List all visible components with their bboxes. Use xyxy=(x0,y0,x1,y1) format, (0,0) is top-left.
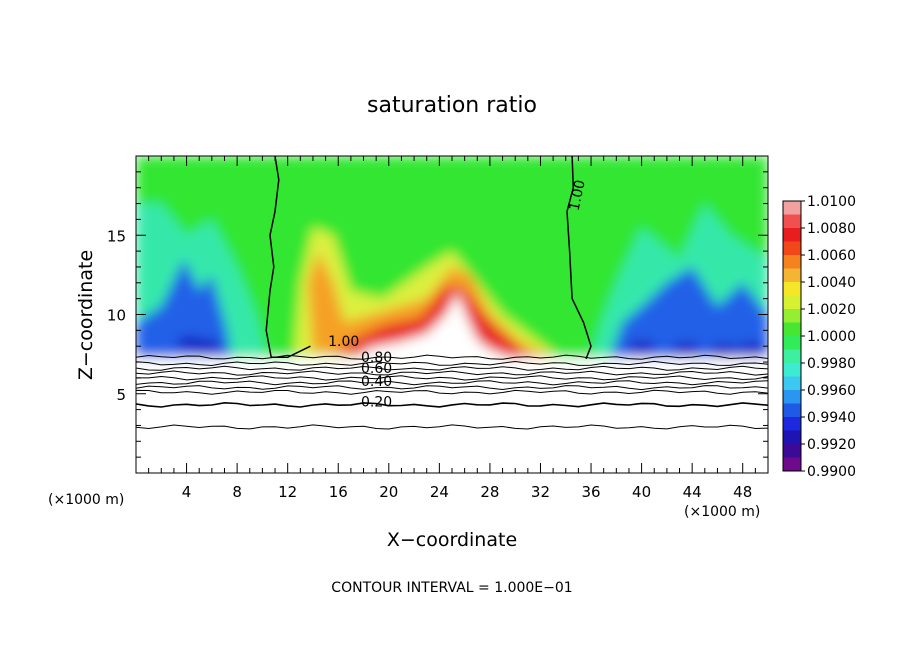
colorbar-segment xyxy=(783,403,801,418)
contour-line-horizontal xyxy=(136,401,768,408)
colorbar-segment xyxy=(783,417,801,431)
contour-line-1-00 xyxy=(265,156,311,359)
x-tick-label: 44 xyxy=(683,483,702,501)
contour-line-horizontal xyxy=(136,380,768,386)
colorbar-label: 1.0060 xyxy=(807,248,856,264)
fill-below-base xyxy=(136,357,768,473)
y-tick-label: 15 xyxy=(107,227,126,245)
colorbar-label: 1.0080 xyxy=(807,221,856,237)
contour-label: 0.40 xyxy=(361,374,392,390)
colorbar-segment xyxy=(783,322,801,337)
y-tick-label: 5 xyxy=(116,386,126,404)
contour-label-layer: 1.001.000.800.600.400.20 xyxy=(328,178,589,410)
contour-line-layer xyxy=(136,156,768,430)
colorbar-label: 0.9980 xyxy=(807,356,856,372)
x-tick-label: 20 xyxy=(379,483,398,501)
colorbar-label: 1.0000 xyxy=(807,329,856,345)
x-tick-label: 16 xyxy=(329,483,348,501)
fill-white-zone xyxy=(357,292,509,358)
contour-line-horizontal xyxy=(136,370,768,376)
contour-label: 0.20 xyxy=(361,394,392,410)
y-tick-label: 10 xyxy=(107,307,126,325)
colorbar-label: 1.0100 xyxy=(807,194,856,210)
fill-dark-bump xyxy=(192,339,221,354)
colorbar-segment xyxy=(783,295,801,310)
x-tick-label: 28 xyxy=(480,483,499,501)
contour-label: 1.00 xyxy=(567,178,589,212)
colorbar-segment xyxy=(783,390,801,404)
x-tick-label: 32 xyxy=(531,483,550,501)
fill-red-zone xyxy=(333,286,528,358)
x-tick-label: 24 xyxy=(430,483,449,501)
colorbar-segment xyxy=(783,349,801,364)
colorbar-label: 1.0040 xyxy=(807,275,856,291)
color-fill-layer xyxy=(136,156,768,473)
colorbar-segment xyxy=(783,430,801,445)
x-unit-left: (×1000 m) xyxy=(48,492,124,508)
contour-line-horizontal xyxy=(136,360,768,367)
y-axis-label: Z−coordinate xyxy=(75,250,97,380)
colorbar-segment xyxy=(783,228,801,242)
colorbar-label: 0.9960 xyxy=(807,383,856,399)
contour-interval-note: CONTOUR INTERVAL = 1.000E−01 xyxy=(331,580,572,596)
colorbar-segment xyxy=(783,201,801,215)
fill-dark-bump xyxy=(709,343,738,358)
colorbar-label: 1.0020 xyxy=(807,302,856,318)
x-unit-right: (×1000 m) xyxy=(684,504,760,520)
contour-line-horizontal xyxy=(136,354,768,360)
x-tick-label: 48 xyxy=(733,483,752,501)
colorbar-segment xyxy=(783,241,801,256)
colorbar-segment xyxy=(783,214,801,229)
x-axis-label: X−coordinate xyxy=(387,529,517,551)
colorbar-segment xyxy=(783,457,801,472)
colorbar-segment xyxy=(783,444,801,458)
contour-label: 1.00 xyxy=(328,334,359,350)
contour-line-1-00 xyxy=(566,156,592,360)
contour-line-horizontal xyxy=(136,389,768,395)
x-tick-label: 40 xyxy=(632,483,651,501)
fill-blue-left xyxy=(136,259,231,358)
colorbar-segment xyxy=(783,363,801,377)
x-tick-label: 12 xyxy=(278,483,297,501)
x-tick-label: 36 xyxy=(581,483,600,501)
colorbar-label: 0.9900 xyxy=(807,464,856,480)
contour-line-horizontal xyxy=(136,385,768,391)
colorbar-segment xyxy=(783,255,801,269)
colorbar-label: 0.9940 xyxy=(807,410,856,426)
fill-blue-right xyxy=(610,266,768,358)
colorbar-label: 0.9920 xyxy=(807,437,856,453)
contour-line-horizontal xyxy=(136,375,768,381)
colorbar-segment xyxy=(783,309,801,323)
chart-title: saturation ratio xyxy=(367,93,537,118)
y-axis-ticks: 5 10 15 xyxy=(107,171,768,458)
contour-label: 0.80 xyxy=(361,350,392,366)
fill-dark-bump xyxy=(627,340,656,355)
colorbar-segment xyxy=(783,268,801,283)
x-axis-ticks: 4 8 12 16 20 24 28 32 36 40 44 48 xyxy=(148,156,756,501)
colorbar-segment xyxy=(783,336,801,350)
fill-dark-bump xyxy=(737,342,766,357)
contour-label: 0.60 xyxy=(361,361,392,377)
contour-line-horizontal xyxy=(136,365,768,371)
fill-dark-bump xyxy=(671,342,700,357)
x-tick-label: 4 xyxy=(182,483,192,501)
x-tick-label: 8 xyxy=(232,483,242,501)
colorbar: 1.0100 1.0080 1.0060 1.0040 1.0020 1.0000 0.99… xyxy=(782,194,856,480)
colorbar-segment xyxy=(783,376,801,391)
colorbar-segment xyxy=(783,282,801,296)
contour-line-horizontal xyxy=(136,424,768,430)
plot-area: 1.001.000.800.600.400.20 xyxy=(136,156,768,473)
